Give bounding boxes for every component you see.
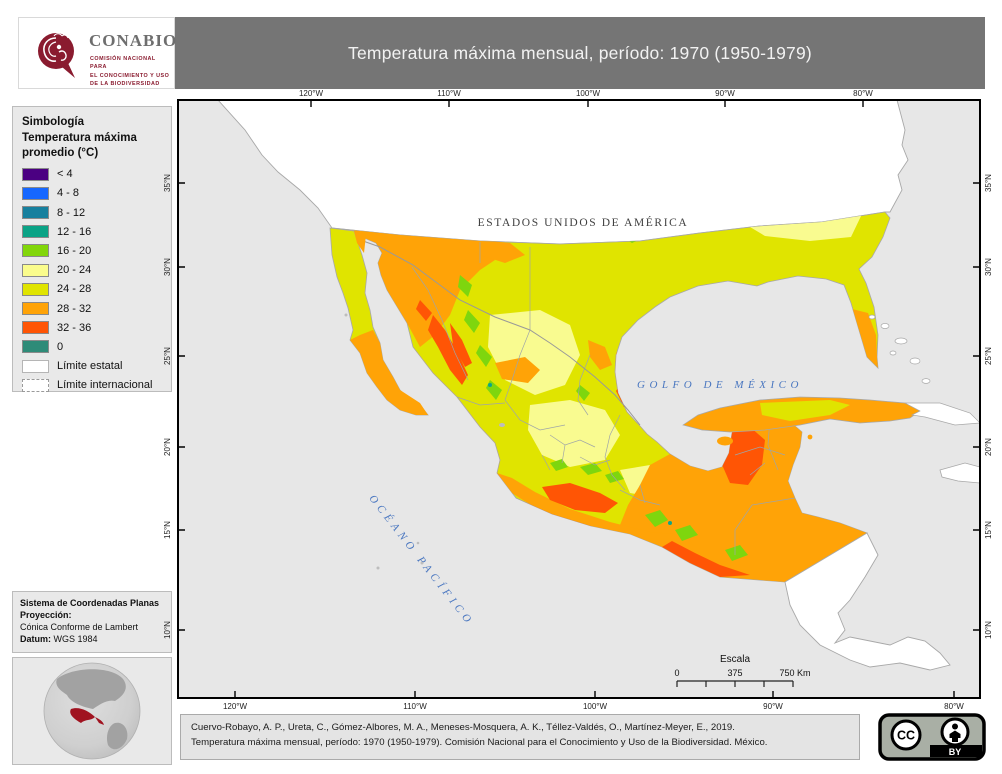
svg-text:30°N: 30°N bbox=[984, 258, 993, 276]
svg-text:80°W: 80°W bbox=[944, 702, 964, 711]
svg-text:20°N: 20°N bbox=[163, 438, 172, 456]
org-tagline: COMISIÓN NACIONAL PARA EL CONOCIMIENTO Y… bbox=[90, 56, 170, 88]
svg-text:10°N: 10°N bbox=[163, 621, 172, 639]
svg-text:35°N: 35°N bbox=[984, 174, 993, 192]
legend-item: 20 - 24 bbox=[22, 263, 162, 277]
legend-item-limite-internacional: Límite internacional bbox=[22, 378, 162, 392]
svg-text:15°N: 15°N bbox=[984, 521, 993, 539]
svg-text:25°N: 25°N bbox=[984, 347, 993, 365]
svg-text:20°N: 20°N bbox=[984, 438, 993, 456]
globe-mexico-highlight bbox=[70, 708, 95, 723]
svg-text:25°N: 25°N bbox=[163, 347, 172, 365]
svg-text:10°N: 10°N bbox=[984, 621, 993, 639]
svg-text:110°W: 110°W bbox=[403, 702, 427, 711]
cc-by-license-badge: CC BY bbox=[878, 713, 986, 766]
legend-item: 24 - 28 bbox=[22, 282, 162, 296]
legend-item: 28 - 32 bbox=[22, 302, 162, 316]
svg-text:0: 0 bbox=[674, 668, 679, 678]
map-title: Temperatura máxima mensual, período: 197… bbox=[348, 42, 812, 63]
scale-bar: Escala 0 375 750 Km bbox=[674, 654, 811, 687]
globe-locator-icon bbox=[43, 662, 141, 760]
svg-text:120°W: 120°W bbox=[299, 89, 324, 98]
label-usa: ESTADOS UNIDOS DE AMÉRICA bbox=[478, 215, 689, 229]
graticule-ticks bbox=[178, 100, 980, 698]
legend-title: Simbología bbox=[22, 116, 84, 128]
svg-text:35°N: 35°N bbox=[163, 174, 172, 192]
by-label: BY bbox=[949, 747, 962, 757]
legend-swatch bbox=[22, 302, 49, 316]
svg-text:30°N: 30°N bbox=[163, 258, 172, 276]
legend-swatch-estatal bbox=[22, 359, 49, 373]
svg-text:100°W: 100°W bbox=[583, 702, 608, 711]
svg-text:750 Km: 750 Km bbox=[779, 668, 810, 678]
svg-text:CC: CC bbox=[897, 729, 915, 743]
svg-text:80°W: 80°W bbox=[853, 89, 873, 98]
legend-item: 4 - 8 bbox=[22, 186, 162, 200]
citation-line2: Temperatura máxima mensual, período: 197… bbox=[191, 736, 768, 748]
central-america-landmass bbox=[784, 532, 951, 671]
legend-item-limite-estatal: Límite estatal bbox=[22, 359, 162, 373]
legend-item: 8 - 12 bbox=[22, 206, 162, 220]
proj-datum-label: Datum: bbox=[20, 634, 51, 645]
legend-swatch bbox=[22, 321, 49, 335]
legend-swatch bbox=[22, 244, 49, 258]
proj-line3: Cónica Conforme de Lambert bbox=[20, 622, 139, 633]
legend-swatch bbox=[22, 206, 49, 220]
legend-item: < 4 bbox=[22, 167, 162, 181]
cuba bbox=[682, 396, 980, 446]
globe-panel bbox=[12, 657, 172, 765]
legend-item: 0 bbox=[22, 340, 162, 354]
svg-text:90°W: 90°W bbox=[763, 702, 783, 711]
svg-text:375: 375 bbox=[727, 668, 742, 678]
org-name: CONABIO bbox=[89, 31, 178, 50]
legend-item: 12 - 16 bbox=[22, 225, 162, 239]
legend-swatch bbox=[22, 167, 49, 181]
svg-text:90°W: 90°W bbox=[715, 89, 735, 98]
cc-icon bbox=[890, 719, 922, 751]
state-boundaries bbox=[411, 242, 796, 555]
citation-line1: Cuervo-Robayo, A. P., Ureta, C., Gómez-A… bbox=[191, 722, 735, 733]
legend-swatch-internacional bbox=[22, 378, 49, 392]
legend-swatch bbox=[22, 263, 49, 277]
map-canvas: ESTADOS UNIDOS DE AMÉRICA GOLFO DE MÉXIC… bbox=[163, 89, 993, 711]
label-gulf: GOLFO DE MÉXICO bbox=[637, 379, 803, 391]
legend-subtitle: Temperatura máxima promedio (°C) bbox=[22, 131, 137, 160]
graticule-labels: 120°W 110°W 100°W 90°W 80°W 120°W 110°W … bbox=[163, 89, 993, 711]
legend-swatch bbox=[22, 340, 49, 354]
proj-datum-value: WGS 1984 bbox=[51, 634, 98, 645]
legend-swatch bbox=[22, 186, 49, 200]
citation-box: Cuervo-Robayo, A. P., Ureta, C., Gómez-A… bbox=[180, 714, 860, 760]
legend-item: 32 - 36 bbox=[22, 321, 162, 335]
svg-text:100°W: 100°W bbox=[576, 89, 601, 98]
map-frame bbox=[177, 99, 981, 699]
projection-info-panel: Sistema de Coordenadas Planas Proyección… bbox=[12, 591, 172, 653]
scale-title: Escala bbox=[720, 654, 750, 665]
international-border bbox=[331, 229, 641, 426]
conabio-logo-box: CONABIO COMISIÓN NACIONAL PARA EL CONOCI… bbox=[18, 17, 178, 89]
pacific-islands bbox=[344, 313, 505, 570]
legend-swatch bbox=[22, 225, 49, 239]
legend-item: 16 - 20 bbox=[22, 244, 162, 258]
svg-text:15°N: 15°N bbox=[163, 521, 172, 539]
proj-line2: Proyección: bbox=[20, 610, 72, 621]
attribution-person-icon bbox=[940, 717, 970, 747]
svg-text:120°W: 120°W bbox=[223, 702, 248, 711]
logo-speech-tail bbox=[62, 63, 75, 78]
title-bar: Temperatura máxima mensual, período: 197… bbox=[175, 17, 985, 89]
svg-text:110°W: 110°W bbox=[437, 89, 461, 98]
legend-swatch bbox=[22, 282, 49, 296]
proj-line1: Sistema de Coordenadas Planas bbox=[20, 598, 160, 608]
legend-panel: Simbología Temperatura máxima promedio (… bbox=[12, 106, 172, 392]
bahamas bbox=[868, 314, 931, 384]
hispaniola bbox=[939, 462, 980, 484]
baja-california bbox=[329, 227, 429, 416]
conabio-logo-icon bbox=[38, 33, 75, 78]
